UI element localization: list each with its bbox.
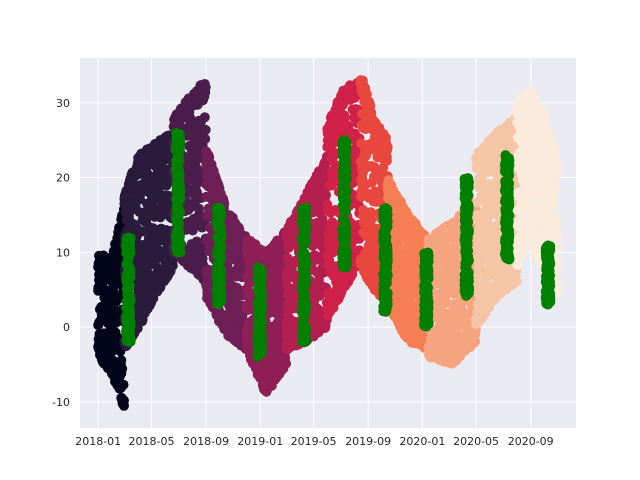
- data-point: [185, 113, 196, 124]
- data-point: [381, 155, 392, 166]
- data-point: [187, 225, 198, 236]
- data-point: [117, 363, 128, 374]
- data-point: [191, 179, 202, 190]
- data-point: [200, 124, 211, 135]
- data-point: [143, 268, 154, 279]
- data-point: [200, 82, 211, 93]
- data-point: [321, 190, 331, 201]
- data-point: [199, 112, 210, 123]
- data-point: [118, 379, 129, 390]
- data-point: [116, 355, 127, 366]
- data-point: [134, 193, 145, 204]
- data-point: [382, 142, 393, 153]
- data-point: [137, 226, 148, 237]
- data-point: [225, 254, 236, 265]
- series-0: [93, 204, 129, 411]
- data-point: [314, 290, 325, 301]
- series-layer: [93, 75, 563, 411]
- data-point: [281, 358, 292, 369]
- data-point: [200, 133, 211, 144]
- data-point: [511, 276, 522, 287]
- data-point: [167, 260, 178, 271]
- data-point: [118, 400, 129, 411]
